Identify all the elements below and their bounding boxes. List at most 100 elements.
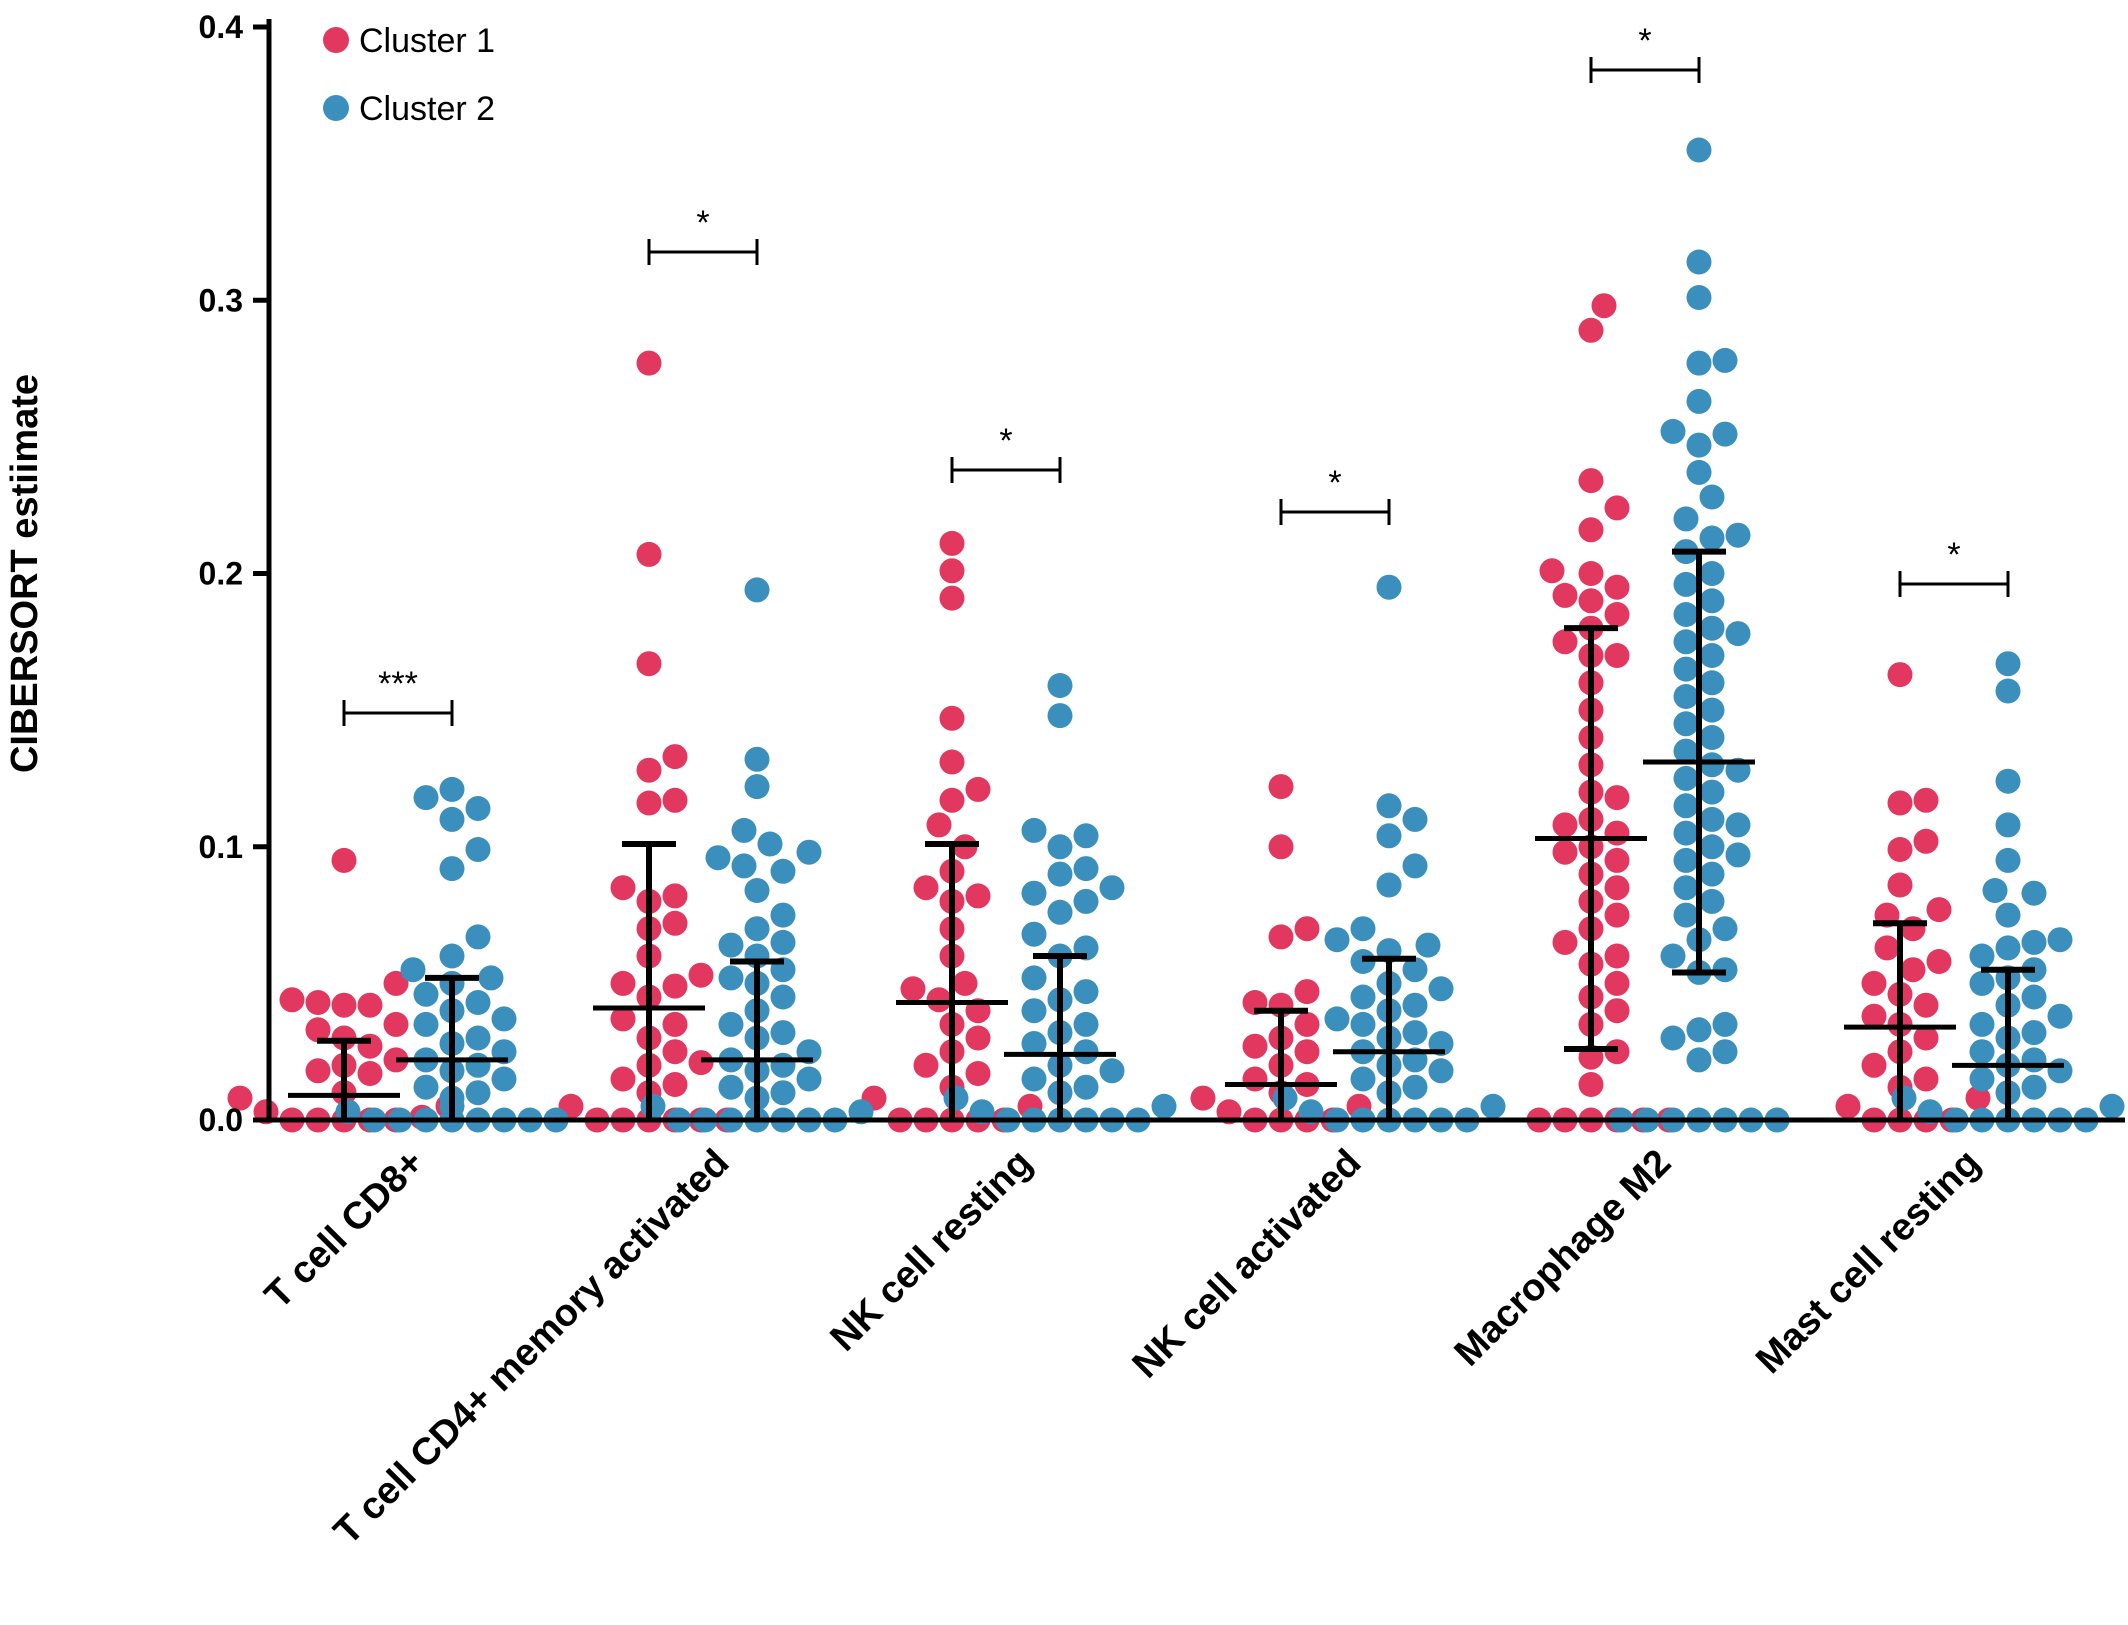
data-point [1578, 561, 1604, 586]
data-point [491, 1066, 517, 1092]
data-point [640, 1093, 666, 1119]
data-point [2021, 1047, 2047, 1073]
data-point [1673, 875, 1699, 901]
data-point [952, 970, 978, 996]
data-point [1073, 979, 1099, 1005]
data-point [1686, 1047, 1712, 1073]
data-point [1376, 872, 1402, 898]
data-point [744, 746, 770, 772]
significance-label: * [1328, 464, 1341, 502]
data-point [439, 806, 465, 832]
data-point [1591, 293, 1617, 319]
data-point [1402, 957, 1428, 983]
data-point [688, 1050, 714, 1076]
data-point [939, 530, 965, 556]
significance-label: * [1947, 536, 1960, 574]
data-point [1913, 992, 1939, 1018]
data-point [1673, 793, 1699, 819]
data-point [1552, 582, 1578, 608]
data-point [636, 757, 662, 783]
legend-label: Cluster 2 [359, 90, 495, 128]
data-point [1350, 984, 1376, 1010]
data-point [1073, 1074, 1099, 1100]
data-point [610, 1006, 636, 1032]
significance-brackets: ******** [342, 22, 2010, 726]
data-point [1268, 774, 1294, 800]
significance-label: * [1638, 22, 1651, 60]
data-point [1350, 916, 1376, 942]
data-point [1887, 662, 1913, 688]
data-point [2021, 929, 2047, 955]
data-point [1982, 878, 2008, 903]
data-point [1835, 1093, 1861, 1119]
data-point [926, 987, 952, 1013]
data-point [662, 883, 688, 909]
data-point [1376, 823, 1402, 849]
data-point [1699, 888, 1725, 914]
data-point [1402, 1020, 1428, 1046]
data-point [705, 845, 731, 871]
data-point [1604, 875, 1630, 901]
data-point [1965, 1085, 1991, 1111]
data-point [1604, 643, 1630, 668]
data-point [1686, 285, 1712, 310]
data-point [1428, 976, 1454, 1002]
data-point [1699, 588, 1725, 614]
data-point [1294, 1011, 1320, 1037]
data-point [1099, 1058, 1125, 1084]
data-point [1699, 670, 1725, 696]
data-point [1552, 929, 1578, 955]
data-point [636, 651, 662, 677]
data-point [1699, 806, 1725, 832]
data-point [731, 817, 757, 843]
data-point [1376, 574, 1402, 600]
data-point [1402, 806, 1428, 832]
data-point [1047, 899, 1073, 925]
data-point [1673, 602, 1699, 627]
data-point [1660, 1025, 1686, 1051]
data-point [1047, 834, 1073, 860]
data-point [1887, 837, 1913, 862]
data-point [1021, 1031, 1047, 1056]
data-point [1913, 828, 1939, 854]
data-point [1604, 495, 1630, 521]
data-point [1604, 847, 1630, 873]
data-point [662, 1039, 688, 1065]
data-point [1324, 1006, 1350, 1032]
data-point [1712, 421, 1738, 447]
data-point [1686, 388, 1712, 414]
data-point [770, 984, 796, 1010]
data-point [1891, 1085, 1917, 1111]
data-point [796, 1066, 822, 1092]
y-tick-label: 0.3 [199, 282, 243, 318]
data-point [1673, 571, 1699, 597]
data-point [279, 987, 305, 1013]
legend-marker [323, 95, 349, 121]
data-point [2047, 1003, 2073, 1029]
y-axis-label: CIBERSORT estiimate [4, 374, 46, 773]
data-point [1268, 924, 1294, 950]
data-point [1673, 738, 1699, 764]
data-point [1861, 1052, 1887, 1078]
data-point [1073, 1011, 1099, 1037]
data-point [1913, 1025, 1939, 1051]
data-point [1699, 615, 1725, 641]
data-point [2099, 1093, 2125, 1119]
data-point [1969, 1066, 1995, 1092]
data-point [305, 1017, 331, 1043]
data-point [1861, 970, 1887, 996]
data-point [1272, 1085, 1298, 1111]
data-point [1324, 927, 1350, 953]
data-point [1578, 1072, 1604, 1097]
data-point [718, 965, 744, 991]
data-point [939, 749, 965, 775]
data-point [610, 970, 636, 996]
data-point [1673, 506, 1699, 532]
data-point [1673, 656, 1699, 682]
significance-label: *** [378, 665, 418, 703]
legend-marker [323, 27, 349, 53]
data-point [965, 1061, 991, 1086]
data-point [939, 787, 965, 813]
data-point [1673, 902, 1699, 928]
data-point [770, 858, 796, 884]
